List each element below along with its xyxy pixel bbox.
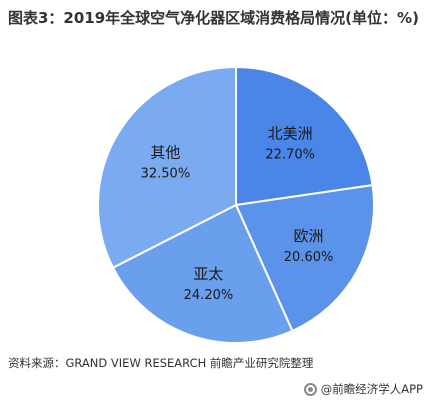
- pie-slice: [111, 203, 294, 344]
- chart-title: 图表3：2019年全球空气净化器区域消费格局情况(单位：%): [8, 9, 419, 27]
- slice-label: 欧洲: [294, 227, 324, 245]
- slice-value-label: 32.50%: [141, 167, 191, 182]
- brand-credit: @前瞻经济学人APP: [303, 381, 423, 397]
- slice-value-label: 20.60%: [284, 250, 334, 265]
- source-note: 资料来源：GRAND VIEW RESEARCH 前瞻产业研究院整理: [8, 356, 314, 370]
- pie-slices: [97, 65, 375, 344]
- pie-slice: [235, 65, 374, 207]
- slice-value-label: 22.70%: [265, 147, 315, 162]
- slice-label: 其他: [150, 144, 180, 162]
- slice-label: 亚太: [193, 265, 223, 283]
- brand-text: @前瞻经济学人APP: [320, 382, 423, 396]
- brand-logo-icon: [303, 382, 317, 396]
- slice-value-label: 24.20%: [184, 288, 234, 303]
- pie-labels: 北美洲 22.70% 欧洲 20.60% 亚太 24.20% 其他 32.50%: [141, 124, 334, 303]
- pie-slice: [97, 65, 237, 269]
- slice-label: 北美洲: [268, 124, 313, 142]
- pie-slice: [234, 183, 375, 333]
